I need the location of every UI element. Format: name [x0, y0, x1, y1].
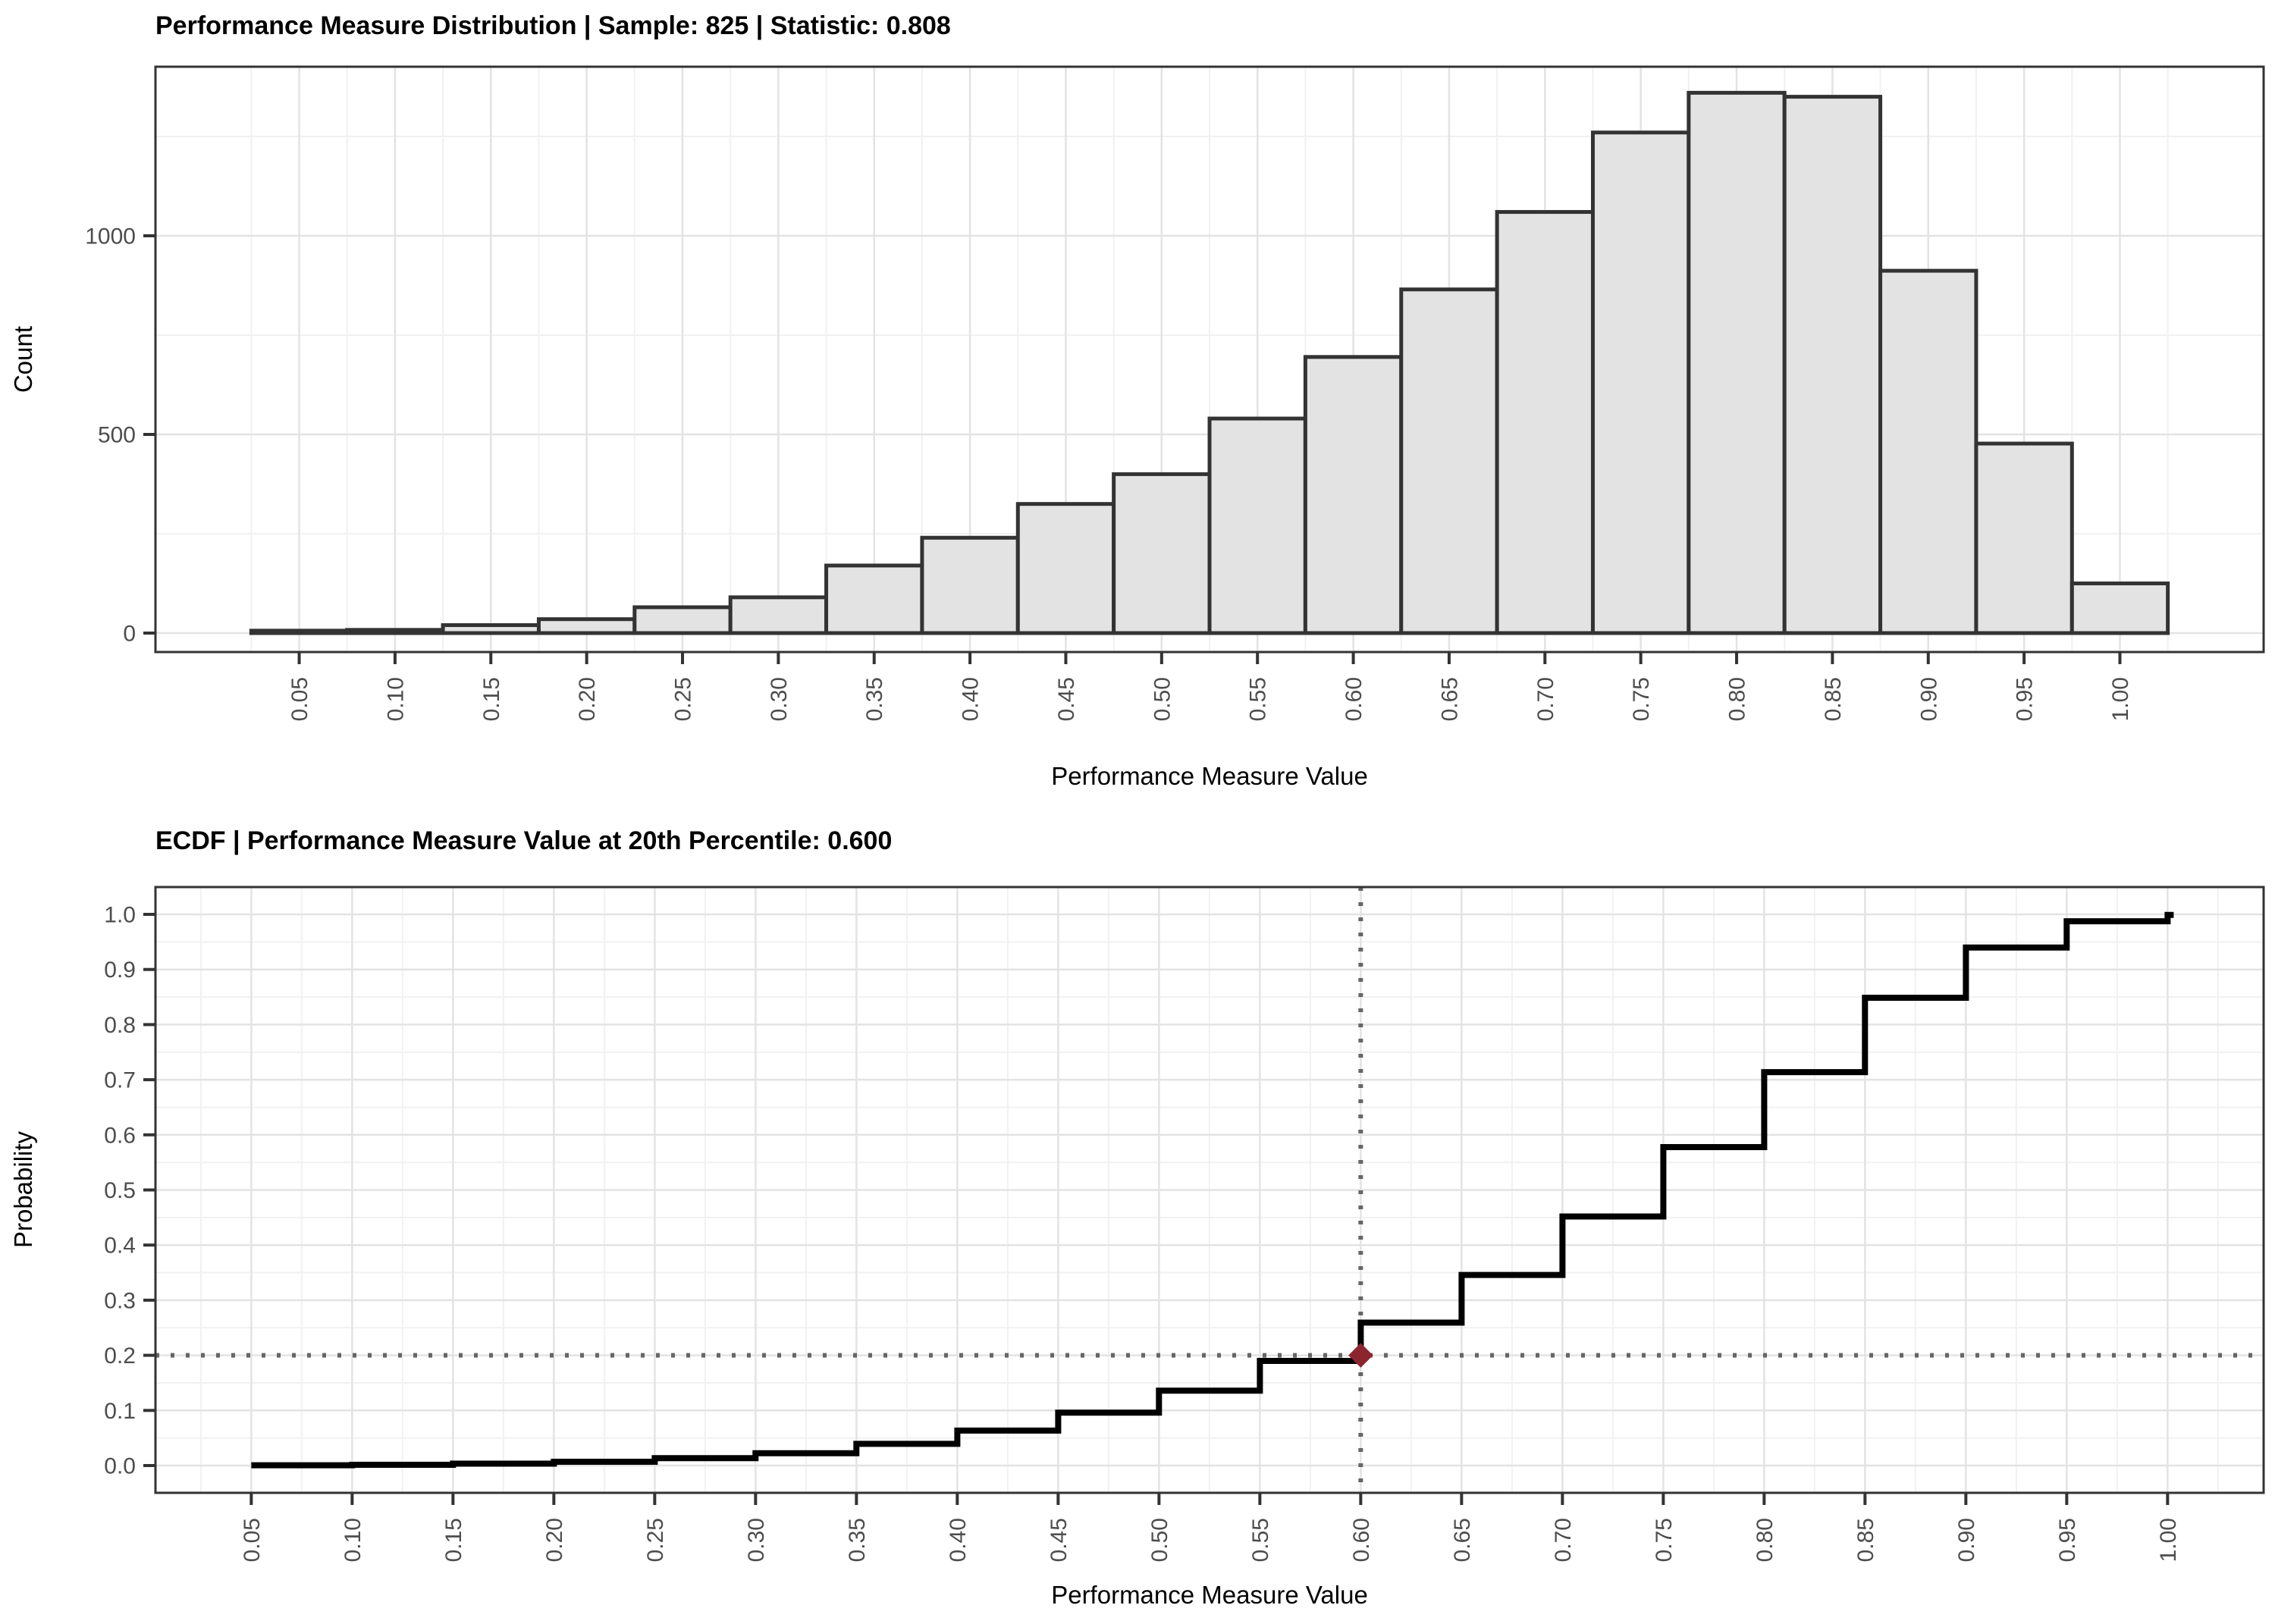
histogram-bar: [1782, 95, 1883, 635]
x-tick-label: 0.10: [383, 677, 408, 721]
histogram-title: Performance Measure Distribution | Sampl…: [155, 11, 951, 40]
histogram-y-axis-title: Count: [9, 326, 37, 393]
x-tick-label: 0.50: [1150, 677, 1175, 721]
ecdf-plot-area: 0.05 0.10 0.15 0.20 0.25 0.30 0.35 0.40 0.45 0.50…: [104, 886, 2265, 1562]
ecdf-title: ECDF | Performance Measure Value at 20th…: [155, 826, 892, 855]
ecdf-chart: ECDF | Performance Measure Value at 20th…: [9, 826, 2265, 1609]
histogram-bar: [728, 595, 829, 635]
histogram-bar: [632, 605, 733, 635]
x-tick-label: 0.40: [959, 677, 984, 721]
x-tick-label: 0.55: [1248, 1518, 1273, 1562]
x-tick-label: 0.95: [2013, 677, 2038, 721]
y-tick-label: 0.1: [104, 1399, 136, 1424]
histogram-bar: [920, 535, 1020, 635]
x-tick-label: 0.10: [340, 1518, 366, 1562]
x-tick-label: 0.60: [1349, 1518, 1374, 1562]
y-tick-label: 0.8: [104, 1013, 136, 1038]
x-tick-label: 1.00: [2108, 677, 2133, 721]
histogram-bar: [1112, 472, 1212, 635]
x-tick-label: 0.65: [1450, 1518, 1475, 1562]
x-tick-label: 0.70: [1533, 677, 1558, 721]
x-tick-label: 1.00: [2156, 1518, 2181, 1562]
histogram-bar: [345, 628, 445, 635]
histogram-chart: Performance Measure Distribution | Sampl…: [9, 11, 2265, 790]
x-tick-label: 0.75: [1629, 677, 1654, 721]
x-tick-label: 0.35: [845, 1518, 870, 1562]
percentile-point: [1348, 1343, 1373, 1368]
histogram-bar: [1974, 441, 2074, 635]
ecdf-y-axis-title: Probability: [9, 1130, 37, 1248]
histogram-bar: [249, 629, 350, 635]
x-tick-label: 0.05: [240, 1518, 265, 1562]
histogram-bar: [1015, 502, 1116, 635]
x-tick-label: 0.25: [671, 677, 696, 721]
x-tick-label: 0.25: [643, 1518, 668, 1562]
x-tick-label: 0.90: [1916, 677, 1941, 721]
histogram-plot-area: 0.05 0.10 0.15 0.20 0.25 0.30 0.35 0.40 0.45 0.50…: [85, 65, 2265, 721]
y-tick-label: 500: [98, 423, 136, 448]
y-tick-label: 0.5: [104, 1178, 136, 1203]
histogram-bar: [1687, 90, 1787, 635]
y-tick-label: 0.4: [104, 1234, 136, 1259]
x-tick-label: 0.75: [1652, 1518, 1677, 1562]
histogram-bar: [1207, 416, 1307, 635]
y-tick-label: 0.3: [104, 1288, 136, 1313]
histogram-bar: [1878, 268, 1978, 635]
x-tick-label: 0.95: [2055, 1518, 2080, 1562]
histogram-bar: [536, 617, 637, 635]
x-tick-label: 0.30: [767, 677, 792, 721]
x-tick-label: 0.85: [1853, 1518, 1878, 1562]
histogram-bar: [824, 563, 924, 635]
y-tick-label: 0: [123, 622, 136, 647]
y-tick-label: 0.0: [104, 1454, 136, 1479]
y-tick-label: 1000: [85, 224, 136, 249]
histogram-x-axis-title: Performance Measure Value: [1051, 762, 1368, 790]
x-tick-label: 0.70: [1551, 1518, 1576, 1562]
histogram-bar: [1590, 130, 1691, 635]
histogram-bar: [441, 623, 541, 635]
histogram-bar: [1495, 210, 1595, 635]
x-tick-label: 0.80: [1725, 677, 1750, 721]
x-tick-label: 0.35: [862, 677, 887, 721]
y-tick-label: 0.6: [104, 1123, 136, 1148]
x-tick-label: 0.45: [1046, 1518, 1072, 1562]
x-tick-label: 0.30: [744, 1518, 769, 1562]
x-tick-label: 0.55: [1246, 677, 1271, 721]
ecdf-line: [251, 911, 2174, 1469]
x-tick-label: 0.90: [1954, 1518, 1979, 1562]
ecdf-x-axis-title: Performance Measure Value: [1051, 1581, 1368, 1609]
x-tick-label: 0.40: [946, 1518, 971, 1562]
panel-border: [154, 65, 2265, 654]
x-tick-label: 0.15: [441, 1518, 466, 1562]
y-tick-label: 1.0: [104, 903, 136, 928]
x-tick-label: 0.15: [479, 677, 504, 721]
x-tick-label: 0.50: [1147, 1518, 1172, 1562]
x-tick-label: 0.20: [575, 677, 600, 721]
y-tick-label: 0.7: [104, 1068, 136, 1093]
histogram-bar: [2069, 582, 2170, 635]
y-tick-label: 0.9: [104, 958, 136, 983]
x-tick-label: 0.45: [1054, 677, 1079, 721]
y-tick-label: 0.2: [104, 1343, 136, 1368]
x-tick-label: 0.20: [542, 1518, 567, 1562]
x-tick-label: 0.80: [1753, 1518, 1778, 1562]
x-tick-label: 0.85: [1821, 677, 1846, 721]
x-tick-label: 0.60: [1341, 677, 1367, 721]
histogram-bar: [1399, 287, 1499, 635]
histogram-bar: [1303, 355, 1404, 635]
x-tick-label: 0.05: [287, 677, 312, 721]
x-tick-label: 0.65: [1437, 677, 1462, 721]
